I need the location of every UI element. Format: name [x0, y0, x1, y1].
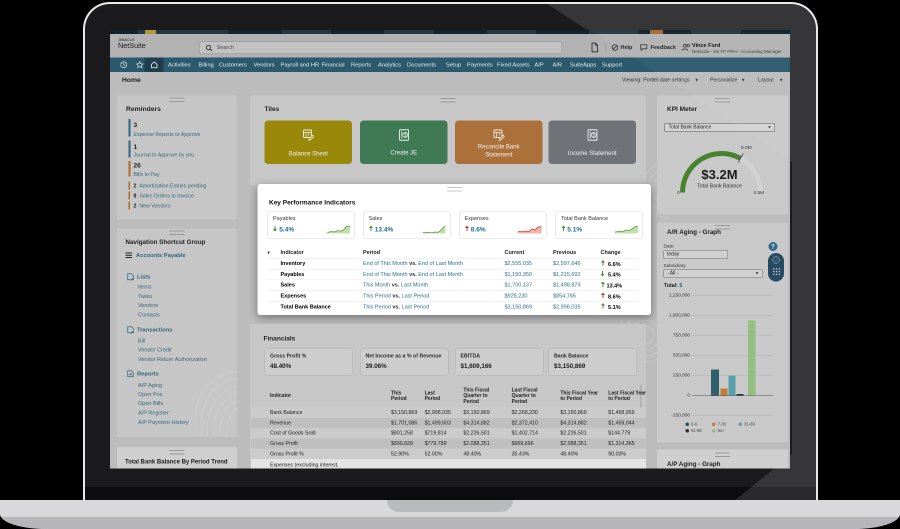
svg-text:$: $ [592, 132, 595, 138]
svg-text:$: $ [404, 132, 407, 138]
